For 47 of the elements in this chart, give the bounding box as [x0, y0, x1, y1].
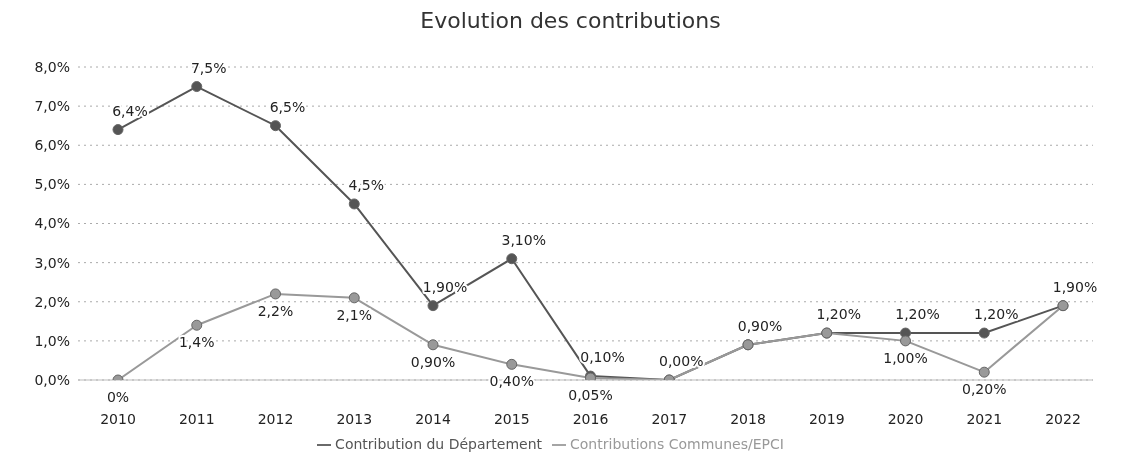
x-tick-label: 2016 — [572, 410, 609, 427]
x-tick-label: 2017 — [651, 410, 688, 427]
y-tick-label: 8,0% — [34, 58, 70, 75]
y-tick-label: 7,0% — [34, 98, 70, 115]
x-tick-label: 2019 — [808, 410, 845, 427]
data-label: 6,5% — [269, 98, 306, 115]
data-label: 1,20% — [895, 306, 940, 323]
x-tick-label: 2010 — [100, 410, 136, 427]
y-tick-label: 4,0% — [34, 215, 70, 232]
data-label: 0,90% — [737, 317, 783, 334]
data-label: 0,10% — [580, 349, 625, 366]
data-label: 0,20% — [962, 381, 1007, 398]
y-tick-label: 3,0% — [34, 254, 70, 271]
data-label: 2,2% — [257, 302, 294, 319]
data-label: 4,5% — [348, 176, 385, 193]
x-tick-label: 2012 — [257, 410, 294, 427]
x-tick-label: 2015 — [493, 410, 530, 427]
data-label: 1,90% — [422, 278, 468, 295]
x-tick-label: 2018 — [730, 410, 766, 427]
chart-title: Evolution des contributions — [419, 8, 722, 33]
legend-label: Contributions Communes/EPCI — [570, 436, 784, 452]
data-label: 0,00% — [659, 353, 704, 369]
data-label: 2,1% — [336, 306, 373, 323]
data-label: 1,20% — [974, 306, 1019, 323]
data-label: 3,10% — [501, 231, 546, 248]
x-tick-label: 2022 — [1045, 410, 1081, 427]
data-label: 0% — [106, 389, 130, 405]
data-label: 1,4% — [178, 334, 215, 351]
data-label: 1,20% — [816, 306, 861, 323]
x-tick-label: 2014 — [415, 410, 451, 427]
y-tick-label: 6,0% — [34, 137, 70, 154]
data-label: 1,00% — [883, 349, 928, 366]
legend-label: Contribution du Département — [335, 436, 543, 452]
data-label: 0,90% — [410, 353, 456, 370]
y-tick-label: 2,0% — [34, 293, 70, 310]
x-tick-label: 2021 — [966, 410, 1003, 427]
y-tick-label: 0,0% — [34, 371, 70, 388]
data-label: 1,90% — [1052, 278, 1098, 295]
y-tick-label: 5,0% — [34, 176, 70, 193]
data-label: 6,4% — [112, 102, 148, 119]
data-label: 0,40% — [489, 373, 534, 390]
x-tick-label: 2011 — [178, 410, 215, 427]
data-label: 7,5% — [190, 59, 227, 76]
x-tick-label: 2013 — [336, 410, 373, 427]
y-tick-label: 1,0% — [34, 332, 70, 349]
data-label: 0,05% — [568, 387, 613, 404]
x-tick-label: 2020 — [887, 410, 924, 427]
